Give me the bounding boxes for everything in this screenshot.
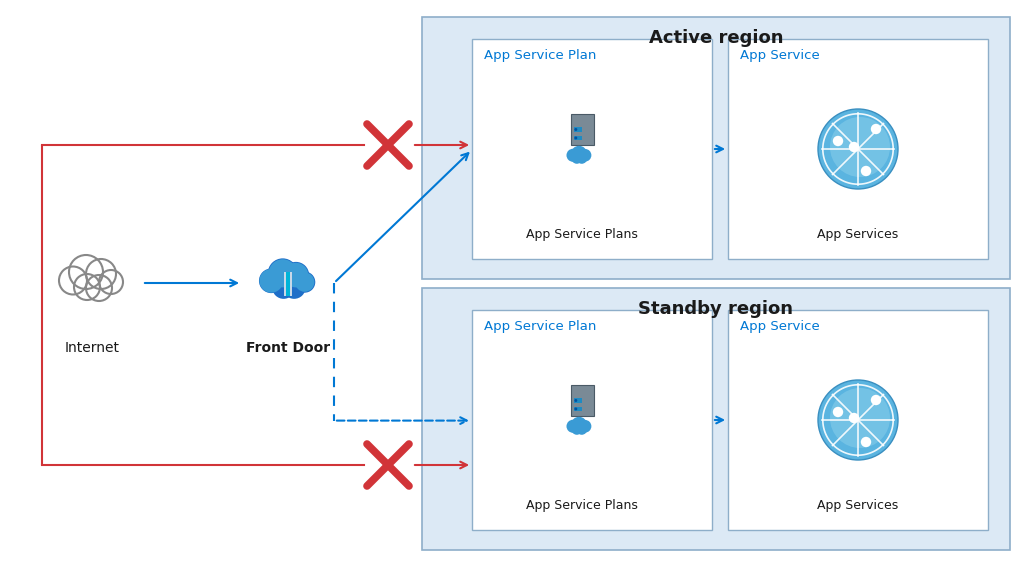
FancyBboxPatch shape <box>728 310 988 530</box>
Circle shape <box>871 395 881 405</box>
Text: App Service Plan: App Service Plan <box>484 320 597 333</box>
Circle shape <box>571 153 582 164</box>
Circle shape <box>830 388 890 448</box>
Circle shape <box>260 269 283 293</box>
Circle shape <box>282 262 309 288</box>
Circle shape <box>74 274 100 300</box>
Circle shape <box>69 255 103 289</box>
FancyBboxPatch shape <box>571 115 594 145</box>
Circle shape <box>282 276 306 299</box>
FancyBboxPatch shape <box>571 386 594 416</box>
FancyBboxPatch shape <box>574 128 582 132</box>
Text: App Service Plan: App Service Plan <box>484 49 597 62</box>
Circle shape <box>571 417 586 433</box>
Circle shape <box>99 270 123 294</box>
Circle shape <box>574 137 577 139</box>
Text: App Services: App Services <box>817 499 899 512</box>
FancyBboxPatch shape <box>284 272 292 297</box>
Circle shape <box>268 259 298 288</box>
Circle shape <box>833 407 843 417</box>
Circle shape <box>576 153 587 164</box>
Text: Internet: Internet <box>65 341 119 355</box>
Circle shape <box>848 413 860 423</box>
FancyBboxPatch shape <box>574 399 582 403</box>
Text: Active region: Active region <box>649 29 784 47</box>
Circle shape <box>848 142 860 152</box>
Circle shape <box>269 259 297 287</box>
FancyBboxPatch shape <box>574 407 582 411</box>
Circle shape <box>578 420 592 433</box>
Circle shape <box>86 259 116 289</box>
Circle shape <box>571 424 582 435</box>
Circle shape <box>576 424 587 435</box>
FancyBboxPatch shape <box>422 17 1010 279</box>
FancyBboxPatch shape <box>472 39 712 259</box>
Text: App Services: App Services <box>817 228 899 241</box>
Circle shape <box>871 124 881 134</box>
FancyBboxPatch shape <box>287 272 290 297</box>
Circle shape <box>574 128 577 131</box>
Circle shape <box>571 146 586 162</box>
Circle shape <box>833 136 843 146</box>
Text: App Service: App Service <box>740 49 820 62</box>
Text: Front Door: Front Door <box>245 341 330 355</box>
Text: App Service: App Service <box>740 320 820 333</box>
Text: App Service Plans: App Service Plans <box>527 228 639 241</box>
Circle shape <box>817 380 898 460</box>
FancyBboxPatch shape <box>472 310 712 530</box>
Circle shape <box>86 275 112 301</box>
Circle shape <box>272 276 295 299</box>
Circle shape <box>295 272 314 292</box>
Circle shape <box>567 149 579 162</box>
Circle shape <box>259 269 283 293</box>
FancyBboxPatch shape <box>728 39 988 259</box>
Text: Standby region: Standby region <box>639 300 794 318</box>
Circle shape <box>294 272 315 293</box>
FancyBboxPatch shape <box>422 288 1010 550</box>
Circle shape <box>861 166 871 176</box>
Circle shape <box>283 263 308 287</box>
Circle shape <box>817 109 898 189</box>
Circle shape <box>861 437 871 447</box>
Circle shape <box>59 266 87 294</box>
Circle shape <box>574 399 577 402</box>
FancyBboxPatch shape <box>574 136 582 140</box>
Text: App Service Plans: App Service Plans <box>527 499 639 512</box>
Circle shape <box>830 117 890 177</box>
Circle shape <box>574 408 577 411</box>
Circle shape <box>578 149 592 162</box>
Circle shape <box>567 420 579 433</box>
